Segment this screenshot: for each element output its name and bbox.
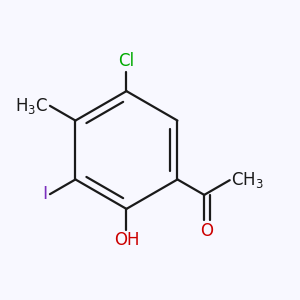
Text: O: O	[200, 222, 213, 240]
Text: CH$_3$: CH$_3$	[231, 170, 264, 190]
Text: I: I	[42, 185, 47, 203]
Text: H$_3$C: H$_3$C	[15, 96, 49, 116]
Text: Cl: Cl	[118, 52, 134, 70]
Text: OH: OH	[114, 231, 139, 249]
